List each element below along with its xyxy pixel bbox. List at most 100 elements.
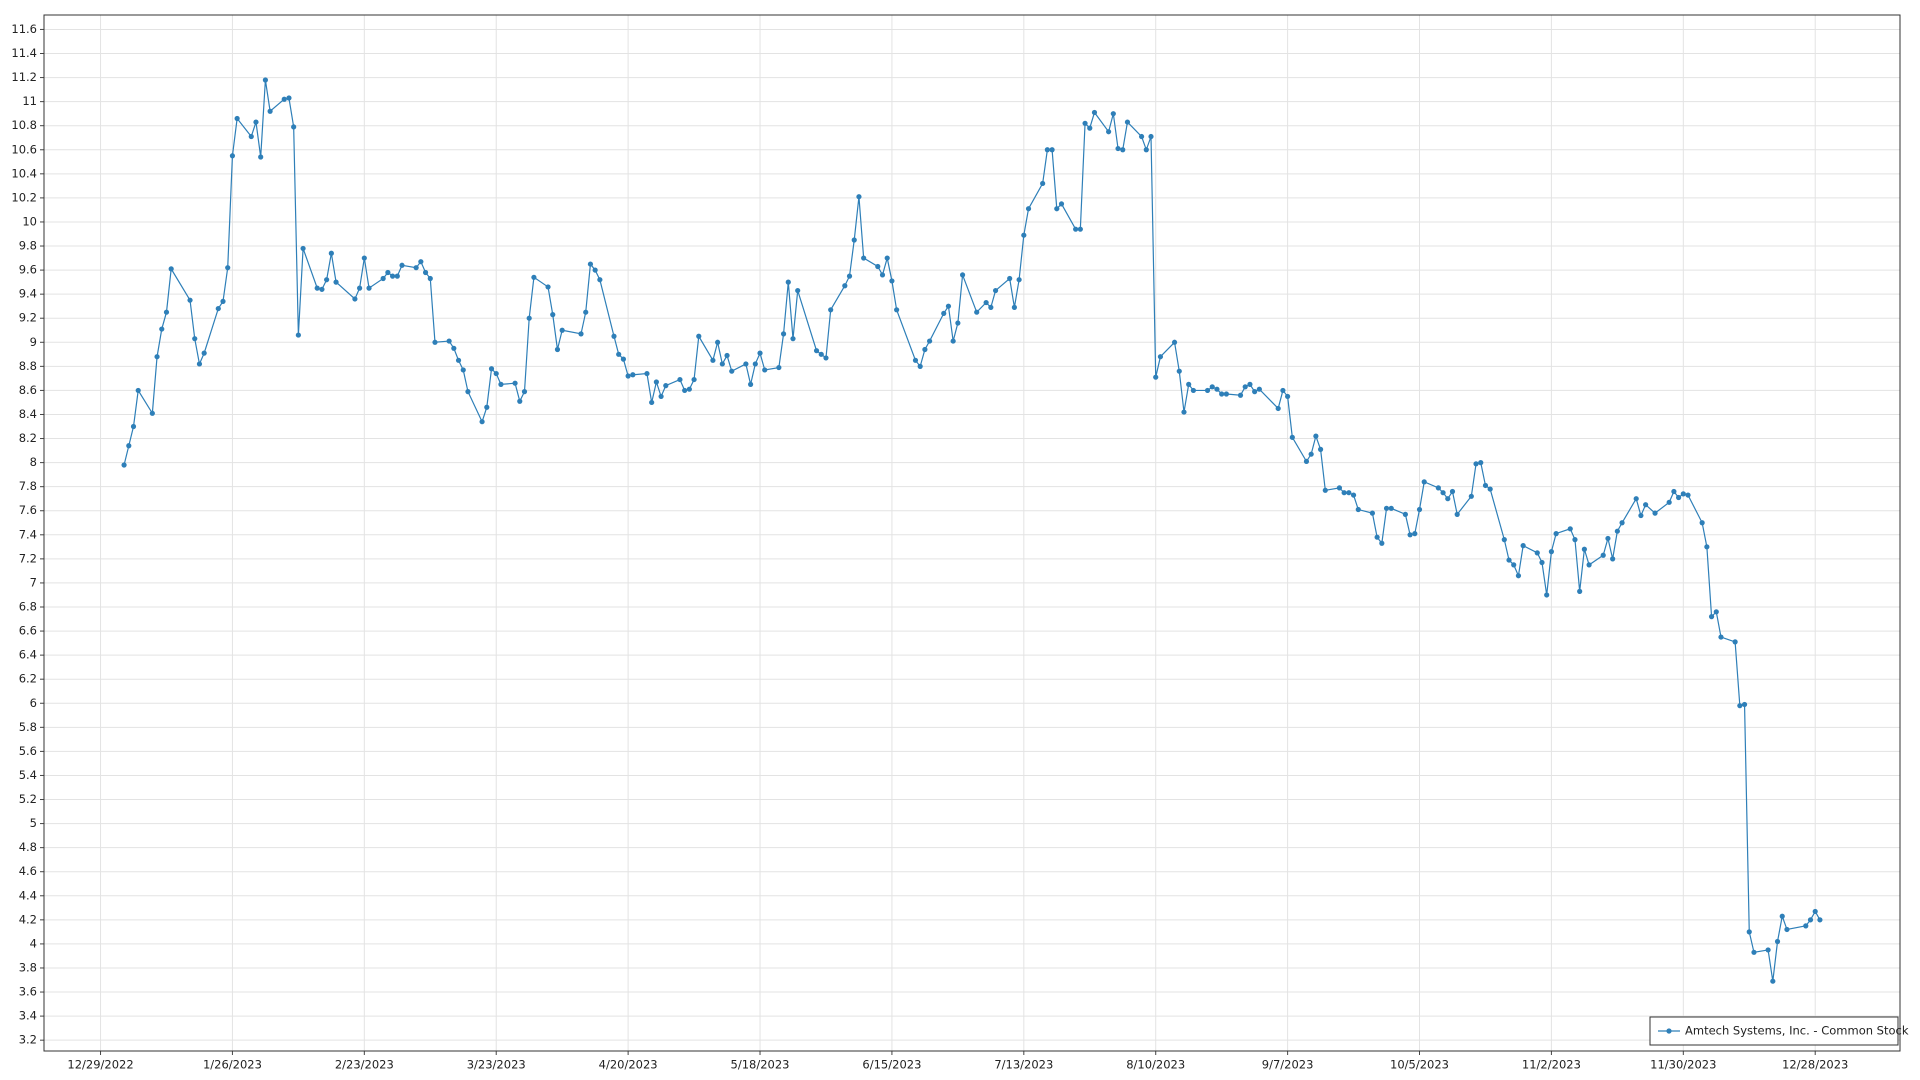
data-point <box>1186 381 1192 387</box>
data-point <box>248 133 254 140</box>
data-point <box>215 305 221 312</box>
data-point <box>1534 550 1540 556</box>
y-tick-label: 5 <box>30 816 37 830</box>
data-point <box>1421 479 1427 485</box>
data-point <box>267 108 273 114</box>
data-point <box>399 262 405 268</box>
data-point <box>1718 634 1724 640</box>
data-point <box>220 298 226 304</box>
data-point <box>380 275 386 282</box>
data-point <box>776 364 782 371</box>
data-point <box>927 338 933 344</box>
data-point <box>1143 147 1149 153</box>
y-tick-label: 3.4 <box>19 1009 37 1023</box>
data-point <box>1252 389 1258 395</box>
data-point <box>149 410 155 416</box>
data-point <box>465 389 471 395</box>
data-point <box>484 404 490 410</box>
data-point <box>724 352 730 359</box>
y-tick-label: 9.4 <box>19 287 37 301</box>
data-point <box>1223 391 1229 397</box>
data-point <box>945 303 952 309</box>
legend-marker <box>1666 1028 1672 1034</box>
x-tick-label: 5/18/2023 <box>731 1058 790 1072</box>
data-point <box>1280 387 1286 394</box>
data-point <box>663 383 669 389</box>
x-tick-label: 12/28/2023 <box>1782 1058 1848 1072</box>
data-point <box>1675 494 1682 501</box>
data-point <box>1087 125 1093 131</box>
data-point <box>1148 133 1154 140</box>
data-point <box>1708 614 1715 620</box>
data-point <box>1468 493 1474 499</box>
y-tick-label: 9.6 <box>19 263 37 277</box>
y-tick-label: 4 <box>30 936 37 950</box>
data-point <box>1515 573 1522 579</box>
data-point <box>1209 384 1215 390</box>
data-point <box>413 265 419 271</box>
y-tick-label: 9 <box>30 335 37 349</box>
data-point <box>851 237 857 243</box>
data-point <box>154 354 160 360</box>
data-point <box>1666 499 1672 505</box>
data-point <box>550 312 556 318</box>
data-point <box>682 387 688 394</box>
data-point <box>1779 913 1785 919</box>
data-point <box>394 273 400 279</box>
y-tick-label: 8.8 <box>19 359 37 373</box>
data-point <box>974 309 980 315</box>
data-point <box>333 279 339 285</box>
y-tick-label: 5.8 <box>19 720 37 734</box>
data-point <box>196 361 203 367</box>
data-point <box>578 331 584 337</box>
data-point <box>1633 496 1639 502</box>
data-point <box>554 346 561 353</box>
data-point <box>1176 368 1182 374</box>
y-tick-label: 8.2 <box>19 431 37 445</box>
data-point <box>959 272 966 278</box>
y-tick-label: 7.2 <box>19 551 37 565</box>
data-point <box>1572 537 1578 543</box>
data-point <box>1746 929 1752 935</box>
data-point <box>479 419 485 425</box>
data-point <box>757 350 763 356</box>
data-point <box>130 423 137 430</box>
data-point <box>583 309 589 315</box>
data-point <box>597 277 603 283</box>
y-tick-label: 9.2 <box>19 311 37 325</box>
data-point <box>1581 546 1587 552</box>
data-point <box>1077 226 1083 232</box>
data-point <box>762 367 768 373</box>
x-tick-label: 11/2/2023 <box>1522 1058 1581 1072</box>
data-point <box>1336 485 1343 491</box>
data-point <box>1124 119 1131 125</box>
data-point <box>258 154 264 160</box>
data-point <box>1355 506 1361 513</box>
data-point <box>1322 487 1328 493</box>
data-point <box>1049 147 1055 153</box>
data-point <box>446 338 452 344</box>
data-point <box>229 153 236 159</box>
data-point <box>281 96 287 102</box>
data-point <box>1383 505 1390 511</box>
y-tick-label: 8.6 <box>19 383 37 397</box>
data-point <box>884 255 890 261</box>
data-point <box>418 259 424 265</box>
data-point <box>1807 917 1814 923</box>
data-point <box>1021 232 1027 238</box>
x-tick-label: 9/7/2023 <box>1262 1058 1314 1072</box>
data-point <box>1350 492 1357 498</box>
data-point <box>300 245 306 252</box>
y-tick-label: 7.8 <box>19 479 37 493</box>
data-point <box>1770 978 1776 984</box>
data-point <box>1073 226 1079 232</box>
legend-box <box>1649 1016 1899 1046</box>
legend-label: Amtech Systems, Inc. - Common Stock <box>1685 1024 1909 1038</box>
data-point <box>159 326 165 332</box>
data-point <box>1454 511 1460 517</box>
y-tick-label: 9.8 <box>19 239 37 253</box>
data-point <box>1214 386 1220 392</box>
data-point <box>521 389 528 395</box>
data-point <box>790 336 796 342</box>
data-point <box>253 119 259 125</box>
